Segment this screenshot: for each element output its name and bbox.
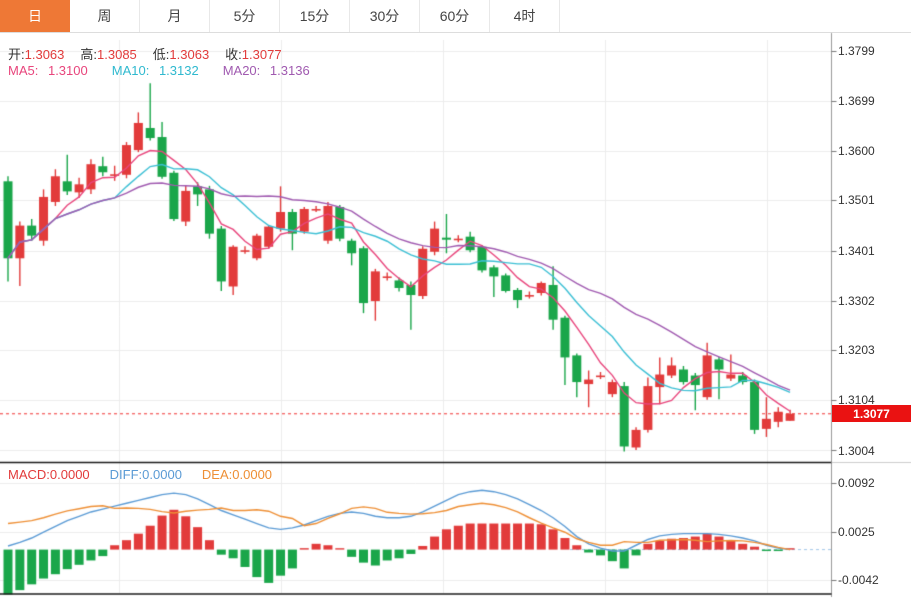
trading-chart-page: 日 周 月 5分 15分 30分 60分 4时 开:1.3063高:1.3085… [0,0,911,599]
last-price-badge: 1.3077 [832,405,911,422]
macd-value: 0.0000 [50,467,90,482]
y-axis-tick-label: 1.3302 [838,294,875,308]
candlestick-chart-canvas[interactable] [0,0,911,599]
y-axis-tick-label: 1.3699 [838,94,875,108]
dea-value: 0.0000 [232,467,272,482]
y-axis-tick-label: 0.0025 [838,525,875,539]
y-axis-tick-label: 0.0092 [838,476,875,490]
y-axis-tick-label: 1.3203 [838,343,875,357]
high-label: 高: [80,47,97,62]
y-axis-tick-label: 1.3501 [838,193,875,207]
diff-label: DIFF: [110,467,143,482]
open-value: 1.3063 [25,47,65,62]
y-axis-tick-label: 1.3600 [838,144,875,158]
ma-legend: MA5: 1.3100 MA10: 1.3132 MA20: 1.3136 [8,63,322,78]
macd-label: MACD: [8,467,50,482]
y-axis-tick-label: 1.3401 [838,244,875,258]
ma20-label: MA20: [223,63,261,78]
macd-legend: MACD:0.0000DIFF:0.0000DEA:0.0000 [8,467,272,482]
ma20-value: 1.3136 [270,63,310,78]
ma5-label: MA5: [8,63,38,78]
open-label: 开: [8,47,25,62]
y-axis-tick-label: 1.3004 [838,444,875,458]
y-axis-tick-label: 1.3799 [838,44,875,58]
dea-label: DEA: [202,467,232,482]
y-axis-tick-label: -0.0042 [838,573,879,587]
close-value: 1.3077 [242,47,282,62]
ohlc-legend: 开:1.3063高:1.3085低:1.3063收:1.3077 [8,44,298,63]
low-label: 低: [153,47,170,62]
ma10-value: 1.3132 [159,63,199,78]
low-value: 1.3063 [169,47,209,62]
ma5-value: 1.3100 [48,63,88,78]
high-value: 1.3085 [97,47,137,62]
close-label: 收: [225,47,242,62]
ma10-label: MA10: [112,63,150,78]
diff-value: 0.0000 [142,467,182,482]
